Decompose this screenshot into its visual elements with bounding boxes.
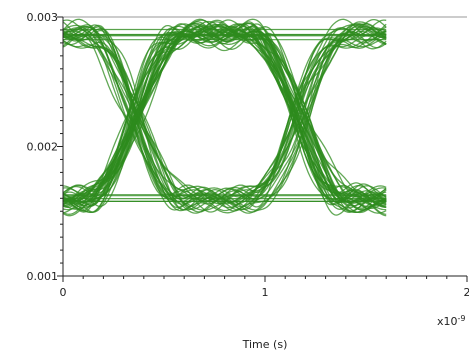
eye-trace [62, 26, 387, 211]
eye-trace [62, 25, 387, 217]
y-tick-label: 0.001 [27, 270, 59, 283]
eye-trace [62, 26, 387, 207]
x-axis-label: Time (s) [242, 338, 288, 351]
x-axis-multiplier-base: x10 [437, 315, 458, 328]
x-tick-label: 1 [262, 286, 269, 299]
eye-trace [62, 25, 387, 203]
y-tick-label: 0.003 [27, 11, 59, 24]
x-tick-label: 2 [464, 286, 469, 299]
x-tick-label: 0 [60, 286, 67, 299]
x-axis-multiplier-exponent: -9 [458, 314, 466, 323]
y-tick-label: 0.002 [27, 141, 59, 154]
eye-diagram-traces [62, 18, 387, 217]
y-axis-ticks: 0.001 0.002 0.003 [27, 11, 63, 283]
eye-trace [62, 18, 387, 213]
eye-trace [62, 24, 387, 212]
x-axis-multiplier: x10-9 [437, 314, 466, 328]
eye-trace [62, 25, 387, 198]
x-axis-ticks: 0 1 2 [60, 276, 469, 299]
eye-trace [62, 25, 387, 214]
